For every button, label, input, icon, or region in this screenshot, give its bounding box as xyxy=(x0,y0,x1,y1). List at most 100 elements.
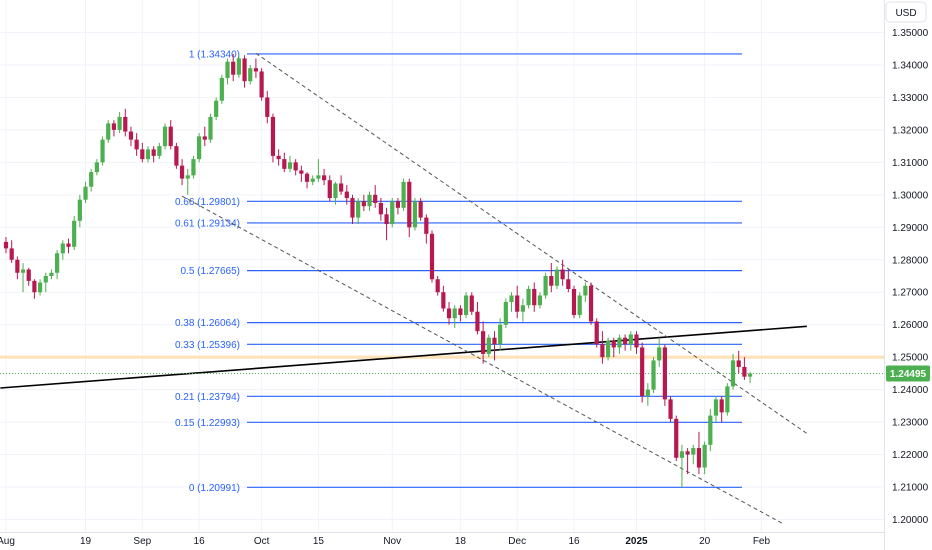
candle xyxy=(361,194,366,212)
candle xyxy=(378,198,383,221)
candle xyxy=(651,357,656,393)
candle xyxy=(333,181,338,205)
candle xyxy=(503,298,508,328)
candle xyxy=(350,194,355,225)
last-price-value: 1.24495 xyxy=(890,369,927,380)
candle-body xyxy=(111,123,117,130)
candle xyxy=(219,74,224,104)
price-tick-label: 1.27000 xyxy=(892,288,929,299)
candle-body xyxy=(197,136,202,160)
candle-body xyxy=(293,162,298,171)
candle xyxy=(157,142,162,160)
candle xyxy=(554,266,560,289)
candle xyxy=(202,126,207,147)
candle xyxy=(685,448,690,475)
candle-body xyxy=(537,295,543,306)
trendline[interactable] xyxy=(0,325,807,389)
candle xyxy=(384,207,389,241)
candle xyxy=(668,396,673,423)
candle xyxy=(577,292,582,319)
candle-body xyxy=(424,217,429,234)
price-tick-label: 1.31000 xyxy=(892,158,929,169)
currency-label[interactable]: USD xyxy=(895,8,916,19)
candle-body xyxy=(481,331,486,354)
time-tick-label: Feb xyxy=(753,536,771,547)
time-tick-label: 16 xyxy=(568,536,580,547)
candle-body xyxy=(378,202,383,215)
channel-lower-line[interactable] xyxy=(181,195,785,525)
candle xyxy=(520,298,525,322)
candle-body xyxy=(412,201,418,228)
candle-body xyxy=(515,295,520,312)
candle-body xyxy=(151,149,156,156)
candle xyxy=(742,357,747,380)
candle xyxy=(242,55,247,88)
candle xyxy=(543,272,548,299)
candle-body xyxy=(259,71,264,98)
candle-body xyxy=(321,175,327,181)
candle xyxy=(662,344,667,406)
candle xyxy=(26,267,31,286)
candle xyxy=(140,142,145,163)
candle xyxy=(588,282,594,325)
candle-body xyxy=(634,334,639,348)
candle xyxy=(532,282,537,312)
candle xyxy=(356,198,361,225)
fib-level-label: 0.66 (1.29801) xyxy=(175,197,240,208)
candle-body xyxy=(225,61,230,78)
candle xyxy=(486,334,491,358)
candle-body xyxy=(214,100,219,117)
candle xyxy=(481,321,486,364)
time-tick-label: Aug xyxy=(0,536,15,547)
candle-body xyxy=(566,279,571,289)
candle xyxy=(276,149,281,166)
candle-body xyxy=(605,340,611,358)
candle-body xyxy=(117,116,122,130)
candle xyxy=(435,276,440,296)
candle-body xyxy=(685,451,690,455)
candle xyxy=(583,282,588,302)
candle-body xyxy=(356,201,361,218)
candle-body xyxy=(429,233,435,280)
candle-body xyxy=(475,311,480,332)
candle-body xyxy=(725,386,730,413)
candle-body xyxy=(128,131,134,140)
time-tick-label: 20 xyxy=(699,536,711,547)
candle-body xyxy=(43,276,48,283)
candle-body xyxy=(645,389,650,397)
time-tick-label: 15 xyxy=(313,536,325,547)
candle xyxy=(611,337,616,358)
currency-button[interactable]: USD xyxy=(885,1,927,23)
candle xyxy=(72,215,77,251)
fib-level-label: 0.15 (1.22993) xyxy=(175,418,240,429)
candle xyxy=(674,415,679,462)
candlesticks[interactable] xyxy=(3,53,753,488)
candle xyxy=(691,444,696,465)
candle xyxy=(293,159,298,176)
channel-upper-line[interactable] xyxy=(255,52,808,434)
candle-body xyxy=(583,285,588,296)
candle xyxy=(89,168,94,192)
fibonacci-retracement[interactable]: 1 (1.34340) 0.66 (1.29801) 0.61 (1.29134) 0… xyxy=(175,49,742,494)
time-tick-label: 18 xyxy=(455,536,467,547)
candle xyxy=(191,155,196,179)
candle xyxy=(134,133,139,156)
candle-body xyxy=(140,149,145,160)
candle-body xyxy=(679,451,685,458)
candle-body xyxy=(458,308,463,315)
price-axis[interactable]: 1.35000 1.34000 1.33000 1.32000 1.31000 1.300… xyxy=(892,28,929,526)
candle-body xyxy=(242,58,247,82)
candle xyxy=(452,305,457,328)
candle-body xyxy=(3,241,9,249)
candle xyxy=(475,301,480,335)
candle-body xyxy=(742,366,747,377)
resistance-zone xyxy=(0,355,884,359)
candle-body xyxy=(145,149,151,160)
time-axis[interactable]: Aug 19 Sep 16 Oct 15 Nov 18 Dec 16 2025 20 Feb xyxy=(0,532,884,548)
price-tick-label: 1.21000 xyxy=(892,483,929,494)
candle xyxy=(463,292,469,319)
candle-body xyxy=(299,170,304,174)
price-tick-label: 1.32000 xyxy=(892,125,929,136)
candle xyxy=(236,55,241,78)
